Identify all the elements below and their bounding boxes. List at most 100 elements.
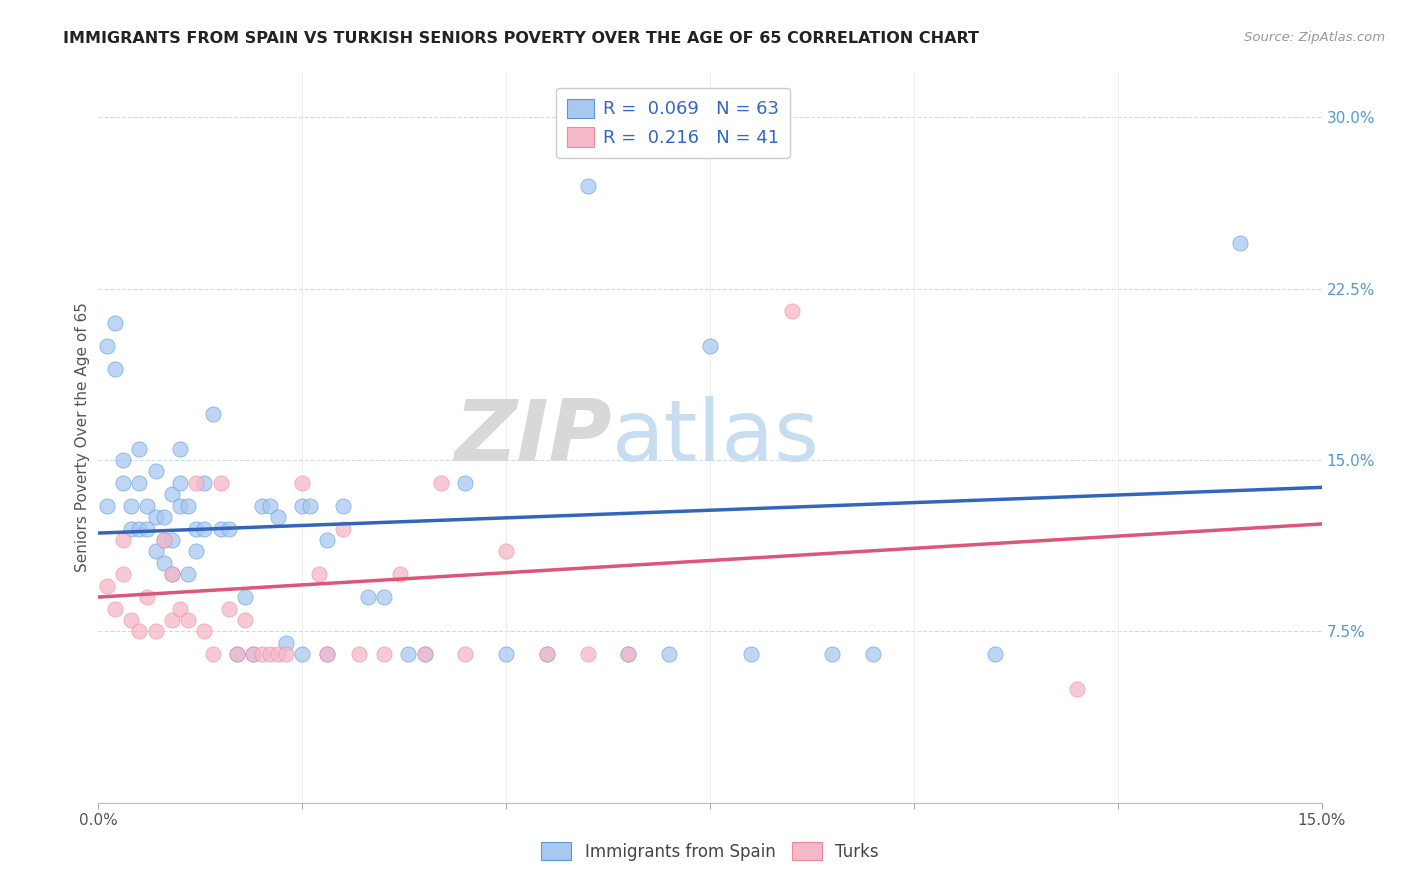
Point [495,647,517,661]
Point [373,647,395,661]
Point [396,647,419,661]
Point [111,567,134,582]
Point [111,533,134,547]
Point [169,475,191,490]
Point [299,499,322,513]
Point [373,590,395,604]
Point [356,590,378,604]
Point [233,590,256,604]
Point [193,475,215,490]
Point [389,567,412,582]
Point [984,647,1007,661]
Point [193,521,215,535]
Text: Source: ZipAtlas.com: Source: ZipAtlas.com [1244,31,1385,45]
Point [186,475,208,490]
Point [267,510,290,524]
Point [226,647,249,661]
Point [821,647,844,661]
Point [349,647,371,661]
Point [576,178,599,193]
Point [169,442,191,456]
Point [1066,681,1088,696]
Point [145,464,167,478]
Point [291,499,314,513]
Point [96,338,118,352]
Text: IMMIGRANTS FROM SPAIN VS TURKISH SENIORS POVERTY OVER THE AGE OF 65 CORRELATION : IMMIGRANTS FROM SPAIN VS TURKISH SENIORS… [63,31,979,46]
Point [315,647,337,661]
Point [242,647,264,661]
Point [209,521,232,535]
Point [136,521,159,535]
Point [454,647,477,661]
Point [617,647,640,661]
Point [177,613,200,627]
Point [120,521,142,535]
Text: atlas: atlas [612,395,820,479]
Point [96,499,118,513]
Point [454,475,477,490]
Point [291,475,314,490]
Legend: Immigrants from Spain, Turks: Immigrants from Spain, Turks [534,836,886,868]
Point [699,338,721,352]
Point [291,647,314,661]
Point [430,475,453,490]
Point [96,579,118,593]
Point [145,624,167,639]
Point [576,647,599,661]
Point [536,647,558,661]
Point [120,613,142,627]
Point [160,567,183,582]
Point [120,499,142,513]
Point [250,499,273,513]
Point [111,453,134,467]
Point [186,521,208,535]
Point [315,533,337,547]
Point [226,647,249,661]
Point [250,647,273,661]
Point [495,544,517,558]
Point [177,499,200,513]
Point [740,647,762,661]
Point [218,601,240,615]
Point [1229,235,1251,250]
Point [862,647,884,661]
Point [128,624,150,639]
Point [136,590,159,604]
Point [274,636,297,650]
Point [332,499,354,513]
Point [259,499,281,513]
Point [152,533,174,547]
Point [242,647,264,661]
Point [160,567,183,582]
Point [104,601,127,615]
Point [536,647,558,661]
Point [308,567,330,582]
Y-axis label: Seniors Poverty Over the Age of 65: Seniors Poverty Over the Age of 65 [75,302,90,572]
Point [160,487,183,501]
Point [267,647,290,661]
Point [128,521,150,535]
Point [332,521,354,535]
Point [658,647,681,661]
Point [413,647,436,661]
Point [128,442,150,456]
Point [233,613,256,627]
Point [111,475,134,490]
Point [315,647,337,661]
Point [617,647,640,661]
Point [259,647,281,661]
Point [104,361,127,376]
Point [104,316,127,330]
Point [169,601,191,615]
Point [413,647,436,661]
Point [128,475,150,490]
Point [152,556,174,570]
Point [152,533,174,547]
Point [136,499,159,513]
Point [145,544,167,558]
Point [186,544,208,558]
Point [160,533,183,547]
Point [274,647,297,661]
Point [169,499,191,513]
Point [193,624,215,639]
